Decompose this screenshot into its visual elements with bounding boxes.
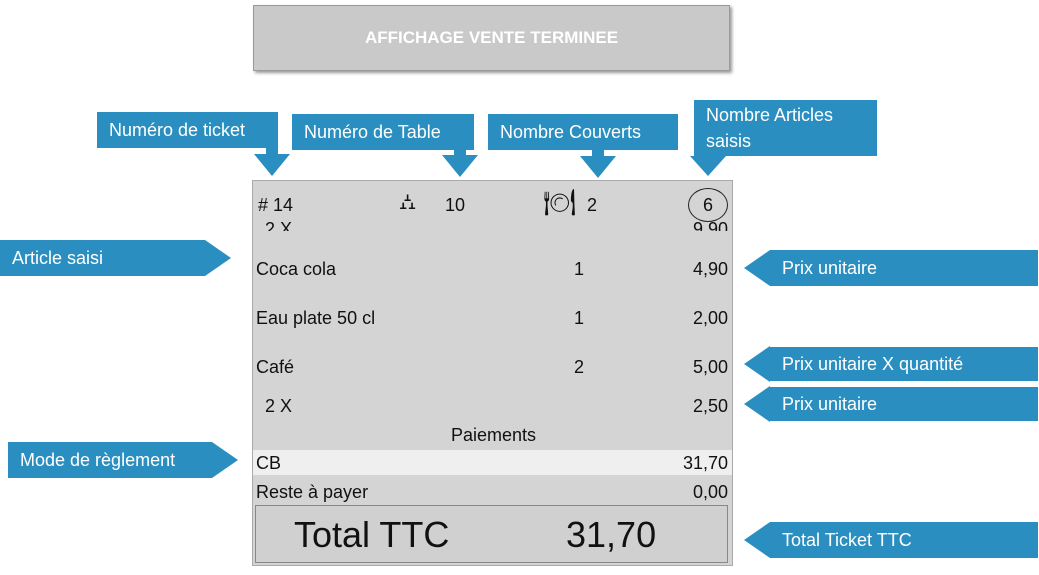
item-price: 2,00 <box>692 308 728 328</box>
item-qty: 2 <box>574 357 585 377</box>
articles-count-badge: 6 <box>688 188 728 222</box>
callout-ticket: Numéro de ticket <box>97 112 278 148</box>
receipt-panel: # 14 ⛼ 10 🍽 2 6 2 X 9,90 Coca cola 1 4,9… <box>252 180 733 566</box>
arrow-down-icon <box>254 154 290 176</box>
reste-label: Reste à payer <box>256 482 369 502</box>
item-price: 9,90 <box>692 219 728 231</box>
callout-prix-unitaire: Prix unitaire <box>770 250 1038 286</box>
arrow-down-icon <box>580 156 616 178</box>
total-amount: 31,70 <box>566 514 657 555</box>
payment-amount: 31,70 <box>682 453 728 473</box>
total-label: Total TTC <box>294 514 450 555</box>
table-number: 10 <box>445 195 466 215</box>
arrow-down-icon <box>442 155 478 177</box>
callout-total: Total Ticket TTC <box>770 522 1038 558</box>
total-box: Total TTC 31,70 <box>255 505 728 563</box>
ticket-number: # 14 <box>258 195 294 215</box>
item-qty-line: 2 X <box>265 219 293 231</box>
callout-articles: Nombre Articles saisis <box>694 100 877 156</box>
item-qty: 1 <box>574 308 585 328</box>
payment-mode: CB <box>256 453 282 473</box>
callout-prix-quantite: Prix unitaire X quantité <box>770 347 1038 381</box>
arrow-left-icon <box>744 386 770 422</box>
item-name[interactable]: Eau plate 50 cl <box>256 308 376 328</box>
item-qty-line: 2 X <box>265 396 293 416</box>
callout-article: Article saisi <box>0 240 205 276</box>
reste-amount: 0,00 <box>692 482 728 502</box>
item-name[interactable]: Coca cola <box>256 259 337 279</box>
item-qty: 1 <box>574 259 585 279</box>
item-price: 4,90 <box>692 259 728 279</box>
arrow-down-icon <box>690 156 726 176</box>
callout-couverts: Nombre Couverts <box>488 114 678 150</box>
payment-row[interactable] <box>253 450 732 475</box>
arrow-left-icon <box>744 250 770 286</box>
table-icon: ⛼ <box>399 189 417 214</box>
couverts-count: 2 <box>587 195 598 215</box>
item-unit-price: 2,50 <box>692 396 728 416</box>
arrow-right-icon <box>212 442 238 478</box>
arrow-left-icon <box>744 522 770 558</box>
item-price: 5,00 <box>692 357 728 377</box>
callout-table: Numéro de Table <box>292 114 474 150</box>
callout-prix-unitaire-2: Prix unitaire <box>770 387 1038 421</box>
item-name[interactable]: Café <box>256 357 295 377</box>
page-title: AFFICHAGE VENTE TERMINEE <box>253 5 730 71</box>
arrow-right-icon <box>205 240 231 276</box>
payments-heading: Paiements <box>451 425 537 445</box>
callout-mode: Mode de règlement <box>8 442 212 478</box>
plate-icon: 🍽 <box>543 187 577 217</box>
arrow-left-icon <box>744 346 770 382</box>
